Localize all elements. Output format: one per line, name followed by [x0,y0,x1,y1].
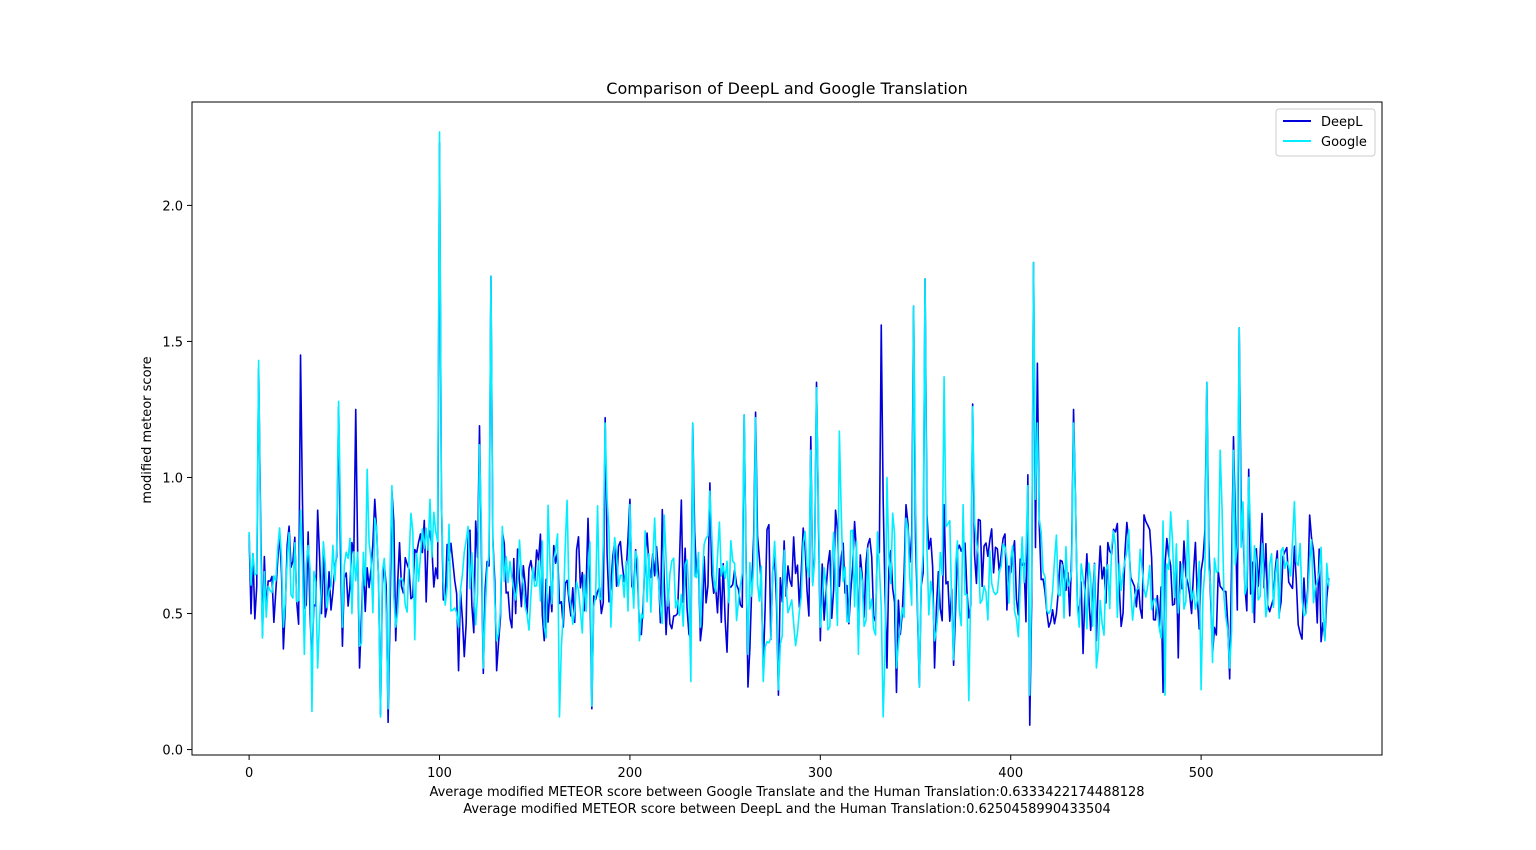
y-tick-label: 0.5 [162,608,183,623]
y-tick-label: 0.0 [162,744,183,759]
legend-label-google: Google [1321,135,1367,150]
legend: DeepL Google [1275,108,1376,157]
x-tick-label: 400 [998,766,1023,781]
x-tick-label: 0 [245,766,253,781]
x-tick-label: 300 [808,766,833,781]
x-tick-label: 500 [1189,766,1214,781]
legend-label-deepl: DeepL [1321,115,1363,130]
x-tick-label: 200 [618,766,643,781]
x-tick-label: 100 [427,766,452,781]
y-tick-label: 1.5 [162,335,183,350]
y-tick-label: 2.0 [162,199,183,214]
y-tick-label: 1.0 [162,471,183,486]
x-axis: 0 100 200 300 400 500 [245,755,1214,781]
x-axis-label: Average modified METEOR score between Go… [429,785,1144,800]
y-axis: 0.0 0.5 1.0 1.5 2.0 [162,199,192,759]
chart-title: Comparison of DeepL and Google Translati… [606,79,967,98]
x-axis-label-line2: Average modified METEOR score between De… [463,802,1111,817]
series-line-google [248,131,1330,718]
y-axis-label: modified meteor score [140,356,155,503]
plot-area [191,101,1383,756]
